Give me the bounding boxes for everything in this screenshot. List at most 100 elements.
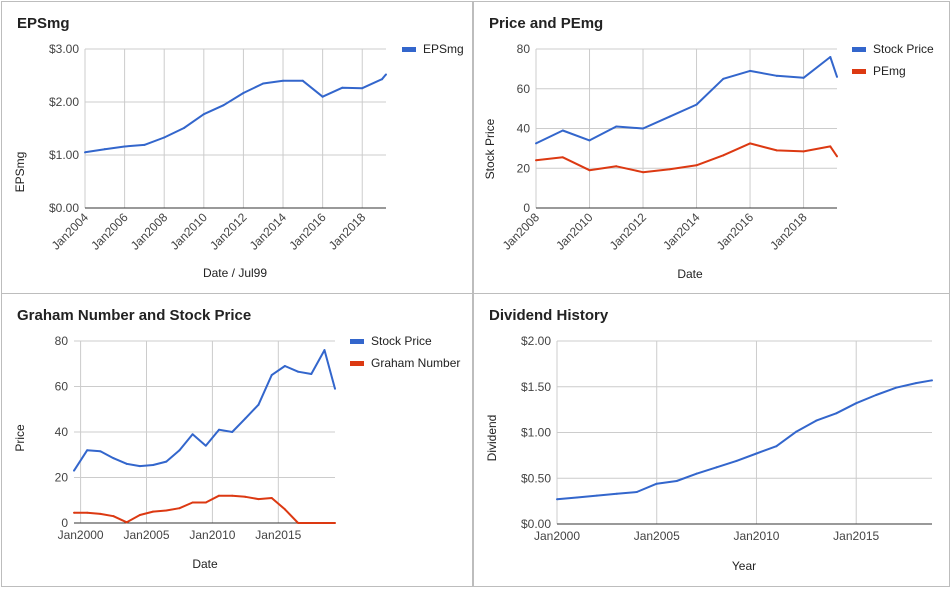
data-point bbox=[262, 82, 265, 85]
chart-panel-epsmg: EPSmg $0.00 $1.00 $2.00 $3.00 Jan2004 Jan2006… bbox=[1, 1, 473, 294]
data-point bbox=[695, 472, 698, 475]
legend-label: Stock Price bbox=[371, 334, 432, 348]
data-point bbox=[143, 143, 146, 146]
data-point bbox=[231, 431, 234, 433]
chart-panel-dividend: Dividend History $0.00 $0.50 $1.00 $1.50 $2.… bbox=[473, 293, 950, 587]
data-point bbox=[301, 79, 304, 82]
data-point bbox=[99, 512, 102, 515]
chart-title: Graham Number and Stock Price bbox=[17, 307, 252, 324]
y-tick-label: $0.00 bbox=[521, 517, 551, 531]
chart-title: Dividend History bbox=[489, 307, 609, 324]
data-point bbox=[112, 515, 115, 518]
data-point bbox=[915, 382, 918, 385]
chart-panel-price-pemg: Price and PEmg 0 20 40 60 80 Jan2008 Jan2010 Ja… bbox=[473, 1, 950, 294]
chart-title: EPSmg bbox=[17, 15, 70, 32]
x-tick-label: Jan2014 bbox=[660, 210, 703, 253]
data-point bbox=[334, 522, 336, 524]
legend-swatch bbox=[852, 47, 866, 52]
x-tick-label: Jan2004 bbox=[49, 210, 92, 253]
y-tick-label: 60 bbox=[517, 82, 531, 96]
x-axis-label: Date bbox=[192, 557, 218, 571]
x-tick-label: Jan2010 bbox=[733, 529, 779, 543]
x-axis-label: Date / Jul99 bbox=[203, 266, 267, 280]
y-tick-label: $0.50 bbox=[521, 471, 551, 485]
data-point bbox=[381, 78, 384, 81]
data-point bbox=[722, 154, 725, 157]
price-pemg-chart: 0 20 40 60 80 Jan2008 Jan2010 Jan2012 Jan2014 Jan… bbox=[483, 42, 934, 281]
data-point bbox=[775, 74, 778, 77]
data-point bbox=[836, 75, 838, 78]
data-point bbox=[152, 510, 155, 513]
chart-title: Price and PEmg bbox=[489, 15, 604, 32]
x-tick-label: Jan2018 bbox=[326, 210, 369, 253]
y-tick-label: 80 bbox=[517, 42, 531, 56]
data-point bbox=[283, 365, 286, 368]
data-point bbox=[749, 69, 752, 72]
data-point bbox=[183, 126, 186, 129]
data-point bbox=[123, 145, 126, 148]
x-tick-label: Jan2008 bbox=[128, 210, 171, 253]
series-line bbox=[73, 349, 336, 472]
series-line bbox=[556, 379, 933, 501]
y-tick-label: 0 bbox=[61, 516, 68, 530]
x-tick-label: Jan2000 bbox=[534, 529, 580, 543]
data-point bbox=[204, 444, 207, 447]
x-tick-label: Jan2014 bbox=[247, 210, 290, 253]
data-point bbox=[152, 463, 155, 466]
x-tick-label: Jan2018 bbox=[767, 210, 810, 253]
y-axis-label: Stock Price bbox=[483, 118, 497, 179]
x-tick-label: Jan2010 bbox=[553, 210, 596, 253]
x-tick-label: Jan2006 bbox=[88, 210, 131, 253]
data-point bbox=[642, 127, 645, 130]
data-point bbox=[361, 87, 364, 90]
data-point bbox=[722, 77, 725, 80]
data-point bbox=[385, 73, 387, 76]
data-point bbox=[735, 459, 738, 462]
data-point bbox=[310, 372, 313, 375]
data-point bbox=[99, 450, 102, 453]
data-point bbox=[615, 165, 618, 168]
data-point bbox=[84, 151, 86, 154]
data-point bbox=[815, 419, 818, 422]
x-axis-label: Date bbox=[677, 267, 703, 281]
data-point bbox=[931, 379, 933, 382]
data-point bbox=[191, 501, 194, 504]
data-point bbox=[165, 460, 168, 463]
x-tick-label: Jan2005 bbox=[634, 529, 680, 543]
x-tick-label: Jan2010 bbox=[189, 528, 235, 542]
data-point bbox=[178, 507, 181, 510]
data-point bbox=[222, 104, 225, 107]
data-point bbox=[270, 374, 273, 377]
data-point bbox=[244, 417, 247, 420]
data-point bbox=[642, 171, 645, 174]
x-tick-label: Jan2016 bbox=[286, 210, 329, 253]
data-point bbox=[125, 521, 128, 524]
x-tick-label: Jan2012 bbox=[207, 210, 250, 253]
data-point bbox=[615, 125, 618, 128]
x-tick-label: Jan2000 bbox=[58, 528, 104, 542]
y-axis-label: EPSmg bbox=[13, 152, 27, 193]
data-point bbox=[556, 498, 558, 501]
chart-panel-graham: Graham Number and Stock Price 0 20 40 60 80 J… bbox=[1, 293, 473, 587]
data-point bbox=[668, 168, 671, 171]
data-point bbox=[875, 393, 878, 396]
data-point bbox=[835, 412, 838, 415]
data-point bbox=[749, 142, 752, 145]
y-tick-label: 0 bbox=[523, 201, 530, 215]
data-point bbox=[588, 169, 591, 172]
legend-swatch bbox=[350, 361, 364, 366]
data-point bbox=[695, 103, 698, 106]
data-point bbox=[244, 495, 247, 498]
data-point bbox=[283, 508, 286, 511]
data-point bbox=[165, 509, 168, 512]
x-tick-label: Jan2015 bbox=[833, 529, 879, 543]
data-point bbox=[125, 462, 128, 465]
data-point bbox=[755, 452, 758, 455]
x-tick-label: Jan2015 bbox=[255, 528, 301, 542]
y-tick-label: 40 bbox=[55, 425, 69, 439]
data-point bbox=[103, 148, 106, 151]
data-point bbox=[561, 129, 564, 132]
data-point bbox=[204, 501, 207, 504]
data-point bbox=[138, 465, 141, 468]
data-point bbox=[242, 91, 245, 94]
